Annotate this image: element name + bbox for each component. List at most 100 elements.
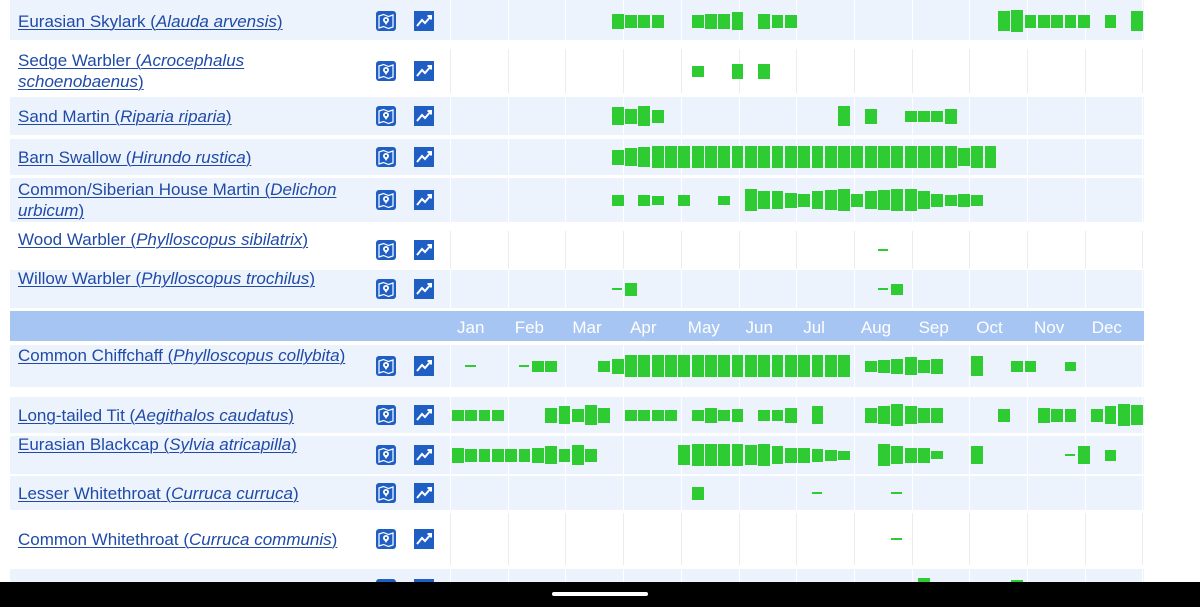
- month-column-divider: [1084, 345, 1086, 387]
- frequency-bar: [798, 447, 811, 463]
- trend-chart-icon[interactable]: [414, 579, 434, 582]
- frequency-bar: [744, 189, 757, 211]
- month-column-divider: [450, 178, 451, 222]
- map-pin-icon[interactable]: [376, 106, 396, 126]
- month-column-divider: [565, 178, 567, 222]
- month-label-aug: Aug: [860, 318, 892, 337]
- month-column-divider: [1027, 49, 1028, 93]
- frequency-bar: [784, 447, 797, 463]
- frequency-bar: [1077, 446, 1090, 464]
- species-link[interactable]: Long-tailed Tit (Aegithalos caudatus): [18, 405, 294, 425]
- frequency-bar: [971, 194, 984, 206]
- frequency-bar: [864, 360, 877, 372]
- month-column-divider: [1027, 476, 1028, 510]
- map-pin-icon[interactable]: [376, 147, 396, 167]
- month-column-divider: [738, 513, 740, 565]
- month-column-divider: [969, 345, 971, 387]
- species-row: Willow Warbler (Phylloscopus trochilus): [10, 269, 1144, 308]
- species-link[interactable]: Eurasian Blackcap (Sylvia atricapilla): [18, 435, 297, 454]
- species-link[interactable]: Common Chiffchaff (Phylloscopus collybit…: [18, 346, 346, 365]
- map-pin-icon[interactable]: [376, 240, 396, 260]
- species-link[interactable]: Eurasian Skylark (Alauda arvensis): [18, 11, 283, 31]
- species-link[interactable]: Willow Warbler (Phylloscopus trochilus): [18, 269, 315, 288]
- month-column-divider: [1084, 97, 1086, 135]
- frequency-bar: [918, 110, 930, 122]
- trend-chart-icon[interactable]: [414, 61, 434, 81]
- frequency-bar: [784, 192, 797, 208]
- species-link[interactable]: Barn Swallow (Hirundo rustica): [18, 147, 252, 167]
- frequency-bar: [904, 146, 917, 168]
- frequency-bar: [891, 446, 904, 464]
- trend-chart-icon[interactable]: [414, 11, 434, 31]
- frequency-bar: [505, 448, 518, 462]
- month-column-divider: [911, 0, 913, 40]
- species-link[interactable]: Wood Warbler (Phylloscopus sibilatrix): [18, 230, 309, 249]
- month-column-divider: [738, 569, 740, 582]
- frequency-bar: [838, 355, 850, 377]
- map-pin-icon[interactable]: [376, 579, 396, 582]
- frequency-bar: [864, 407, 877, 423]
- species-scientific-name: Curruca curruca: [171, 483, 293, 503]
- species-scientific-name: Hirundo rustica: [131, 147, 246, 167]
- map-pin-icon[interactable]: [376, 529, 396, 549]
- frequency-bar: [984, 146, 997, 168]
- home-gesture-handle[interactable]: [552, 592, 648, 596]
- map-pin-icon[interactable]: [376, 61, 396, 81]
- frequency-bar: [891, 283, 904, 295]
- species-link[interactable]: Goldcrest (Regulus regulus): [18, 579, 368, 583]
- month-column-divider: [450, 513, 451, 565]
- map-pin-icon[interactable]: [376, 356, 396, 376]
- trend-chart-icon[interactable]: [414, 106, 434, 126]
- month-column-divider: [738, 97, 740, 135]
- month-column-divider: [911, 49, 913, 93]
- frequency-bar: [904, 447, 917, 463]
- species-row: Goldcrest (Regulus regulus): [10, 569, 1144, 582]
- month-column-divider: [796, 97, 798, 135]
- trend-chart-icon[interactable]: [414, 356, 434, 376]
- frequency-bar: [1051, 14, 1064, 28]
- species-link[interactable]: Sand Martin (Riparia riparia): [18, 106, 232, 126]
- month-column-divider: [507, 397, 509, 433]
- trend-chart-icon[interactable]: [414, 240, 434, 260]
- trend-chart-icon[interactable]: [414, 483, 434, 503]
- month-column-divider: [969, 49, 971, 93]
- trend-chart-icon[interactable]: [414, 190, 434, 210]
- month-column-divider: [680, 476, 682, 510]
- frequency-bar: [731, 355, 744, 377]
- frequency-bar: [744, 146, 757, 168]
- month-column-divider: [680, 49, 682, 93]
- map-pin-icon[interactable]: [376, 11, 396, 31]
- species-row: Sand Martin (Riparia riparia): [10, 97, 1144, 135]
- frequency-bar: [997, 11, 1010, 31]
- species-link[interactable]: Common Whitethroat (Curruca communis): [18, 529, 338, 549]
- frequency-bar: [731, 408, 744, 422]
- trend-chart-icon[interactable]: [414, 147, 434, 167]
- frequency-bar: [811, 355, 824, 377]
- frequency-bar: [931, 407, 944, 423]
- frequency-bar: [918, 447, 930, 463]
- presence-trace-mark: [891, 492, 902, 494]
- trend-chart-icon[interactable]: [414, 445, 434, 465]
- frequency-bar: [1051, 408, 1064, 422]
- frequency-bar: [811, 191, 824, 209]
- trend-chart-icon[interactable]: [414, 405, 434, 425]
- frequency-bar: [718, 195, 731, 205]
- map-pin-icon[interactable]: [376, 445, 396, 465]
- month-column-divider: [1142, 270, 1144, 308]
- map-pin-icon[interactable]: [376, 190, 396, 210]
- frequency-bar: [904, 110, 917, 122]
- trend-chart-icon[interactable]: [414, 529, 434, 549]
- map-pin-icon[interactable]: [376, 279, 396, 299]
- species-link[interactable]: Lesser Whitethroat (Curruca curruca): [18, 483, 299, 503]
- species-link[interactable]: Common/Siberian House Martin (Delichon u…: [18, 180, 337, 220]
- map-pin-icon[interactable]: [376, 405, 396, 425]
- species-link[interactable]: Sedge Warbler (Acrocephalus schoenobaenu…: [18, 51, 245, 91]
- frequency-bar: [931, 451, 944, 459]
- frequency-bar: [571, 445, 584, 465]
- frequency-bar: [691, 409, 704, 421]
- month-column-divider: [853, 231, 855, 269]
- frequency-bar: [944, 194, 957, 206]
- month-label-mar: Mar: [572, 318, 602, 337]
- map-pin-icon[interactable]: [376, 483, 396, 503]
- trend-chart-icon[interactable]: [414, 279, 434, 299]
